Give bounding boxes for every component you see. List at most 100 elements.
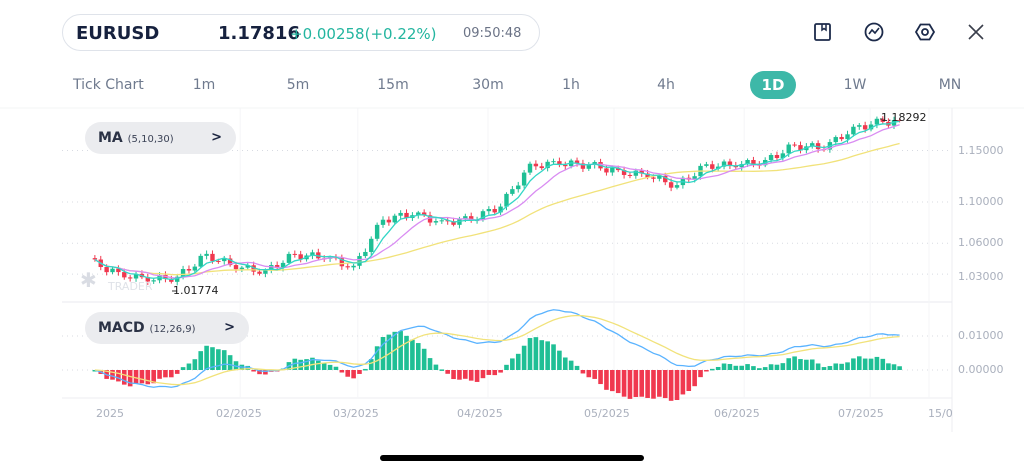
candle-body bbox=[122, 272, 127, 278]
candle-body bbox=[380, 219, 386, 225]
candle-body bbox=[692, 176, 697, 180]
macd-histogram-bar bbox=[157, 370, 162, 379]
candle-body bbox=[175, 276, 180, 282]
macd-histogram-bar bbox=[421, 348, 427, 370]
indicator-icon[interactable] bbox=[862, 20, 886, 44]
macd-histogram-bar bbox=[897, 366, 902, 370]
candle-body bbox=[627, 174, 633, 176]
candle-body bbox=[198, 255, 203, 267]
macd-histogram-bar bbox=[851, 358, 856, 370]
macd-histogram-bar bbox=[680, 370, 686, 395]
candle-body bbox=[269, 265, 274, 271]
macd-histogram-bar bbox=[486, 370, 492, 375]
macd-histogram-bar bbox=[357, 370, 362, 374]
candle-body bbox=[351, 265, 356, 268]
macd-histogram-bar bbox=[169, 370, 174, 378]
macd-histogram-bar bbox=[92, 370, 98, 372]
macd-histogram-bar bbox=[568, 360, 574, 370]
macd-histogram-bar bbox=[833, 363, 839, 370]
macd-histogram-bar bbox=[145, 370, 151, 385]
candle-body bbox=[668, 182, 674, 188]
macd-histogram-bar bbox=[886, 363, 891, 370]
ma-indicator-button[interactable]: MA (5,10,30) > bbox=[85, 122, 236, 154]
candle-body bbox=[639, 170, 644, 174]
macd-histogram-bar bbox=[457, 370, 462, 380]
candle-body bbox=[780, 153, 786, 159]
candle-body bbox=[504, 193, 509, 207]
candle-body bbox=[674, 185, 680, 188]
candle-body bbox=[421, 212, 427, 216]
candle-body bbox=[127, 277, 133, 279]
macd-tick: 0.00000 bbox=[958, 363, 1004, 376]
tab-5m[interactable]: 5m bbox=[286, 77, 310, 93]
macd-histogram-bar bbox=[227, 355, 233, 370]
tab-1w[interactable]: 1W bbox=[843, 77, 867, 93]
macd-histogram-bar bbox=[116, 370, 121, 382]
macd-indicator-button[interactable]: MACD (12,26,9) > bbox=[85, 312, 249, 344]
candle-body bbox=[357, 256, 362, 266]
macd-histogram-bar bbox=[121, 370, 127, 385]
candle-body bbox=[286, 253, 292, 263]
candle-body bbox=[463, 216, 468, 220]
date-tick: 02/2025 bbox=[216, 407, 262, 420]
candle-body bbox=[310, 252, 315, 256]
ma5-line bbox=[94, 120, 900, 281]
macd-histogram-bar bbox=[498, 370, 503, 373]
candle-body bbox=[851, 126, 856, 135]
candle-body bbox=[868, 124, 874, 130]
candle-body bbox=[727, 161, 733, 166]
tab-1m[interactable]: 1m bbox=[192, 77, 216, 93]
date-tick: 2025 bbox=[96, 407, 124, 420]
signal-line bbox=[94, 314, 900, 386]
candle-body bbox=[92, 258, 98, 260]
price-tick: 1.10000 bbox=[958, 195, 1004, 208]
tab-tick-chart[interactable]: Tick Chart bbox=[73, 77, 144, 93]
candle-body bbox=[392, 215, 397, 223]
close-icon[interactable] bbox=[964, 20, 988, 44]
macd-histogram-bar bbox=[216, 349, 221, 370]
candle-body bbox=[551, 161, 556, 163]
macd-histogram-bar bbox=[627, 370, 633, 399]
candle-body bbox=[257, 271, 262, 274]
macd-histogram-bar bbox=[298, 359, 303, 370]
macd-tick: 0.01000 bbox=[958, 329, 1004, 342]
tab-30m[interactable]: 30m bbox=[472, 77, 504, 93]
candle-body bbox=[527, 163, 533, 173]
candle-body bbox=[710, 164, 715, 169]
macd-histogram-bar bbox=[451, 370, 456, 380]
tab-1h[interactable]: 1h bbox=[562, 77, 580, 93]
candle-body bbox=[751, 159, 756, 165]
candle-body bbox=[204, 253, 209, 256]
tab-4h[interactable]: 4h bbox=[657, 77, 675, 93]
macd-histogram-bar bbox=[721, 363, 727, 370]
candle-body bbox=[586, 164, 591, 169]
candle-body bbox=[386, 219, 392, 223]
candle-body bbox=[110, 268, 115, 273]
tab-mn[interactable]: MN bbox=[938, 77, 962, 93]
candle-body bbox=[657, 175, 662, 179]
macd-histogram-bar bbox=[398, 331, 403, 370]
home-indicator[interactable] bbox=[380, 455, 644, 461]
candle-body bbox=[862, 125, 868, 130]
candle-body bbox=[880, 118, 885, 122]
macd-histogram-bar bbox=[110, 370, 115, 380]
macd-histogram-bar bbox=[439, 369, 445, 371]
macd-histogram-bar bbox=[757, 368, 762, 370]
macd-histogram-bar bbox=[468, 370, 474, 381]
tab-1d[interactable]: 1D bbox=[750, 71, 796, 99]
candle-body bbox=[339, 258, 345, 267]
macd-histogram-bar bbox=[321, 363, 327, 370]
symbol-header[interactable]: EURUSD 1.17816 +0.00258(+0.22%) 09:50:48 bbox=[62, 14, 540, 51]
candle-body bbox=[574, 160, 580, 164]
bookmark-icon[interactable] bbox=[811, 20, 835, 44]
candle-body bbox=[492, 209, 497, 213]
macd-histogram-bar bbox=[545, 341, 550, 370]
settings-icon[interactable] bbox=[913, 20, 937, 44]
macd-histogram-bar bbox=[633, 370, 639, 397]
macd-histogram-bar bbox=[774, 364, 780, 370]
macd-histogram-bar bbox=[868, 358, 874, 370]
tab-15m[interactable]: 15m bbox=[377, 77, 409, 93]
candle-body bbox=[469, 216, 474, 221]
candle-body bbox=[451, 221, 456, 225]
